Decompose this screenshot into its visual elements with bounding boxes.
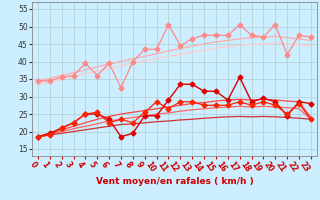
X-axis label: Vent moyen/en rafales ( km/h ): Vent moyen/en rafales ( km/h ) xyxy=(96,177,253,186)
